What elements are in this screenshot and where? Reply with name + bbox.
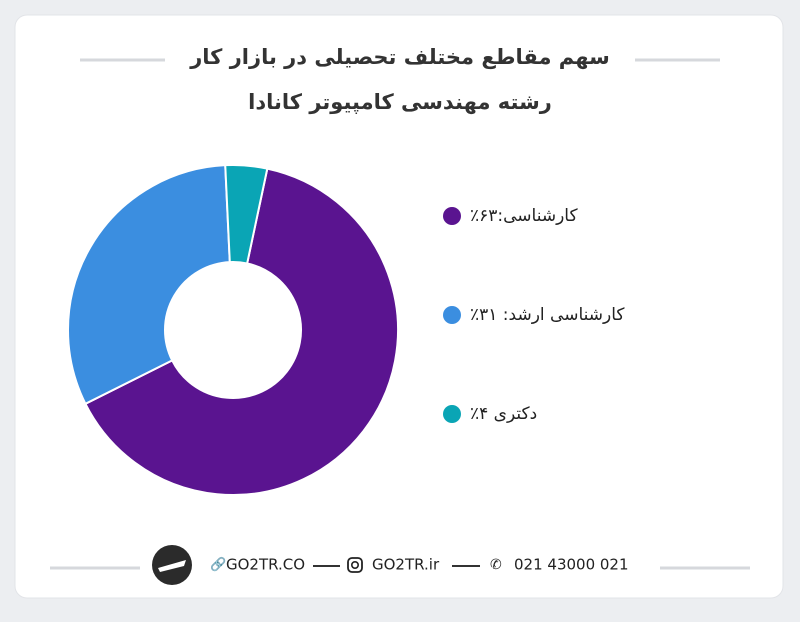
legend-swatch — [443, 207, 461, 225]
footer-instagram[interactable]: GO2TR.ir — [372, 556, 440, 574]
legend-label: کارشناسی:۶۳٪ — [470, 206, 578, 226]
instagram-icon — [347, 557, 363, 573]
logo-plane — [158, 560, 186, 572]
slice — [84, 167, 399, 496]
footer-site[interactable]: GO2TR.CO — [226, 556, 305, 574]
legend: کارشناسی:۶۳٪ کارشناسی ارشد: ۳۱٪ دکتری ۴٪ — [443, 206, 625, 424]
chart-title: رشته مهندسی کامپیوتر کانادا — [248, 90, 552, 114]
phone-icon: ✆ — [490, 557, 502, 573]
instagram-icon — [350, 560, 359, 569]
legend-swatch — [443, 405, 461, 423]
link-icon: 🔗 — [210, 556, 226, 573]
legend-label: دکتری ۴٪ — [470, 404, 537, 424]
chart-title: سهم مقاطع مختلف تحصیلی در بازار کار — [189, 45, 610, 69]
slice — [67, 164, 231, 406]
footer-phone[interactable]: 021 43000 021 — [514, 556, 629, 574]
donut — [67, 164, 399, 496]
legend-label: کارشناسی ارشد: ۳۱٪ — [470, 305, 625, 325]
legend-swatch — [443, 306, 461, 324]
slice — [224, 164, 269, 265]
